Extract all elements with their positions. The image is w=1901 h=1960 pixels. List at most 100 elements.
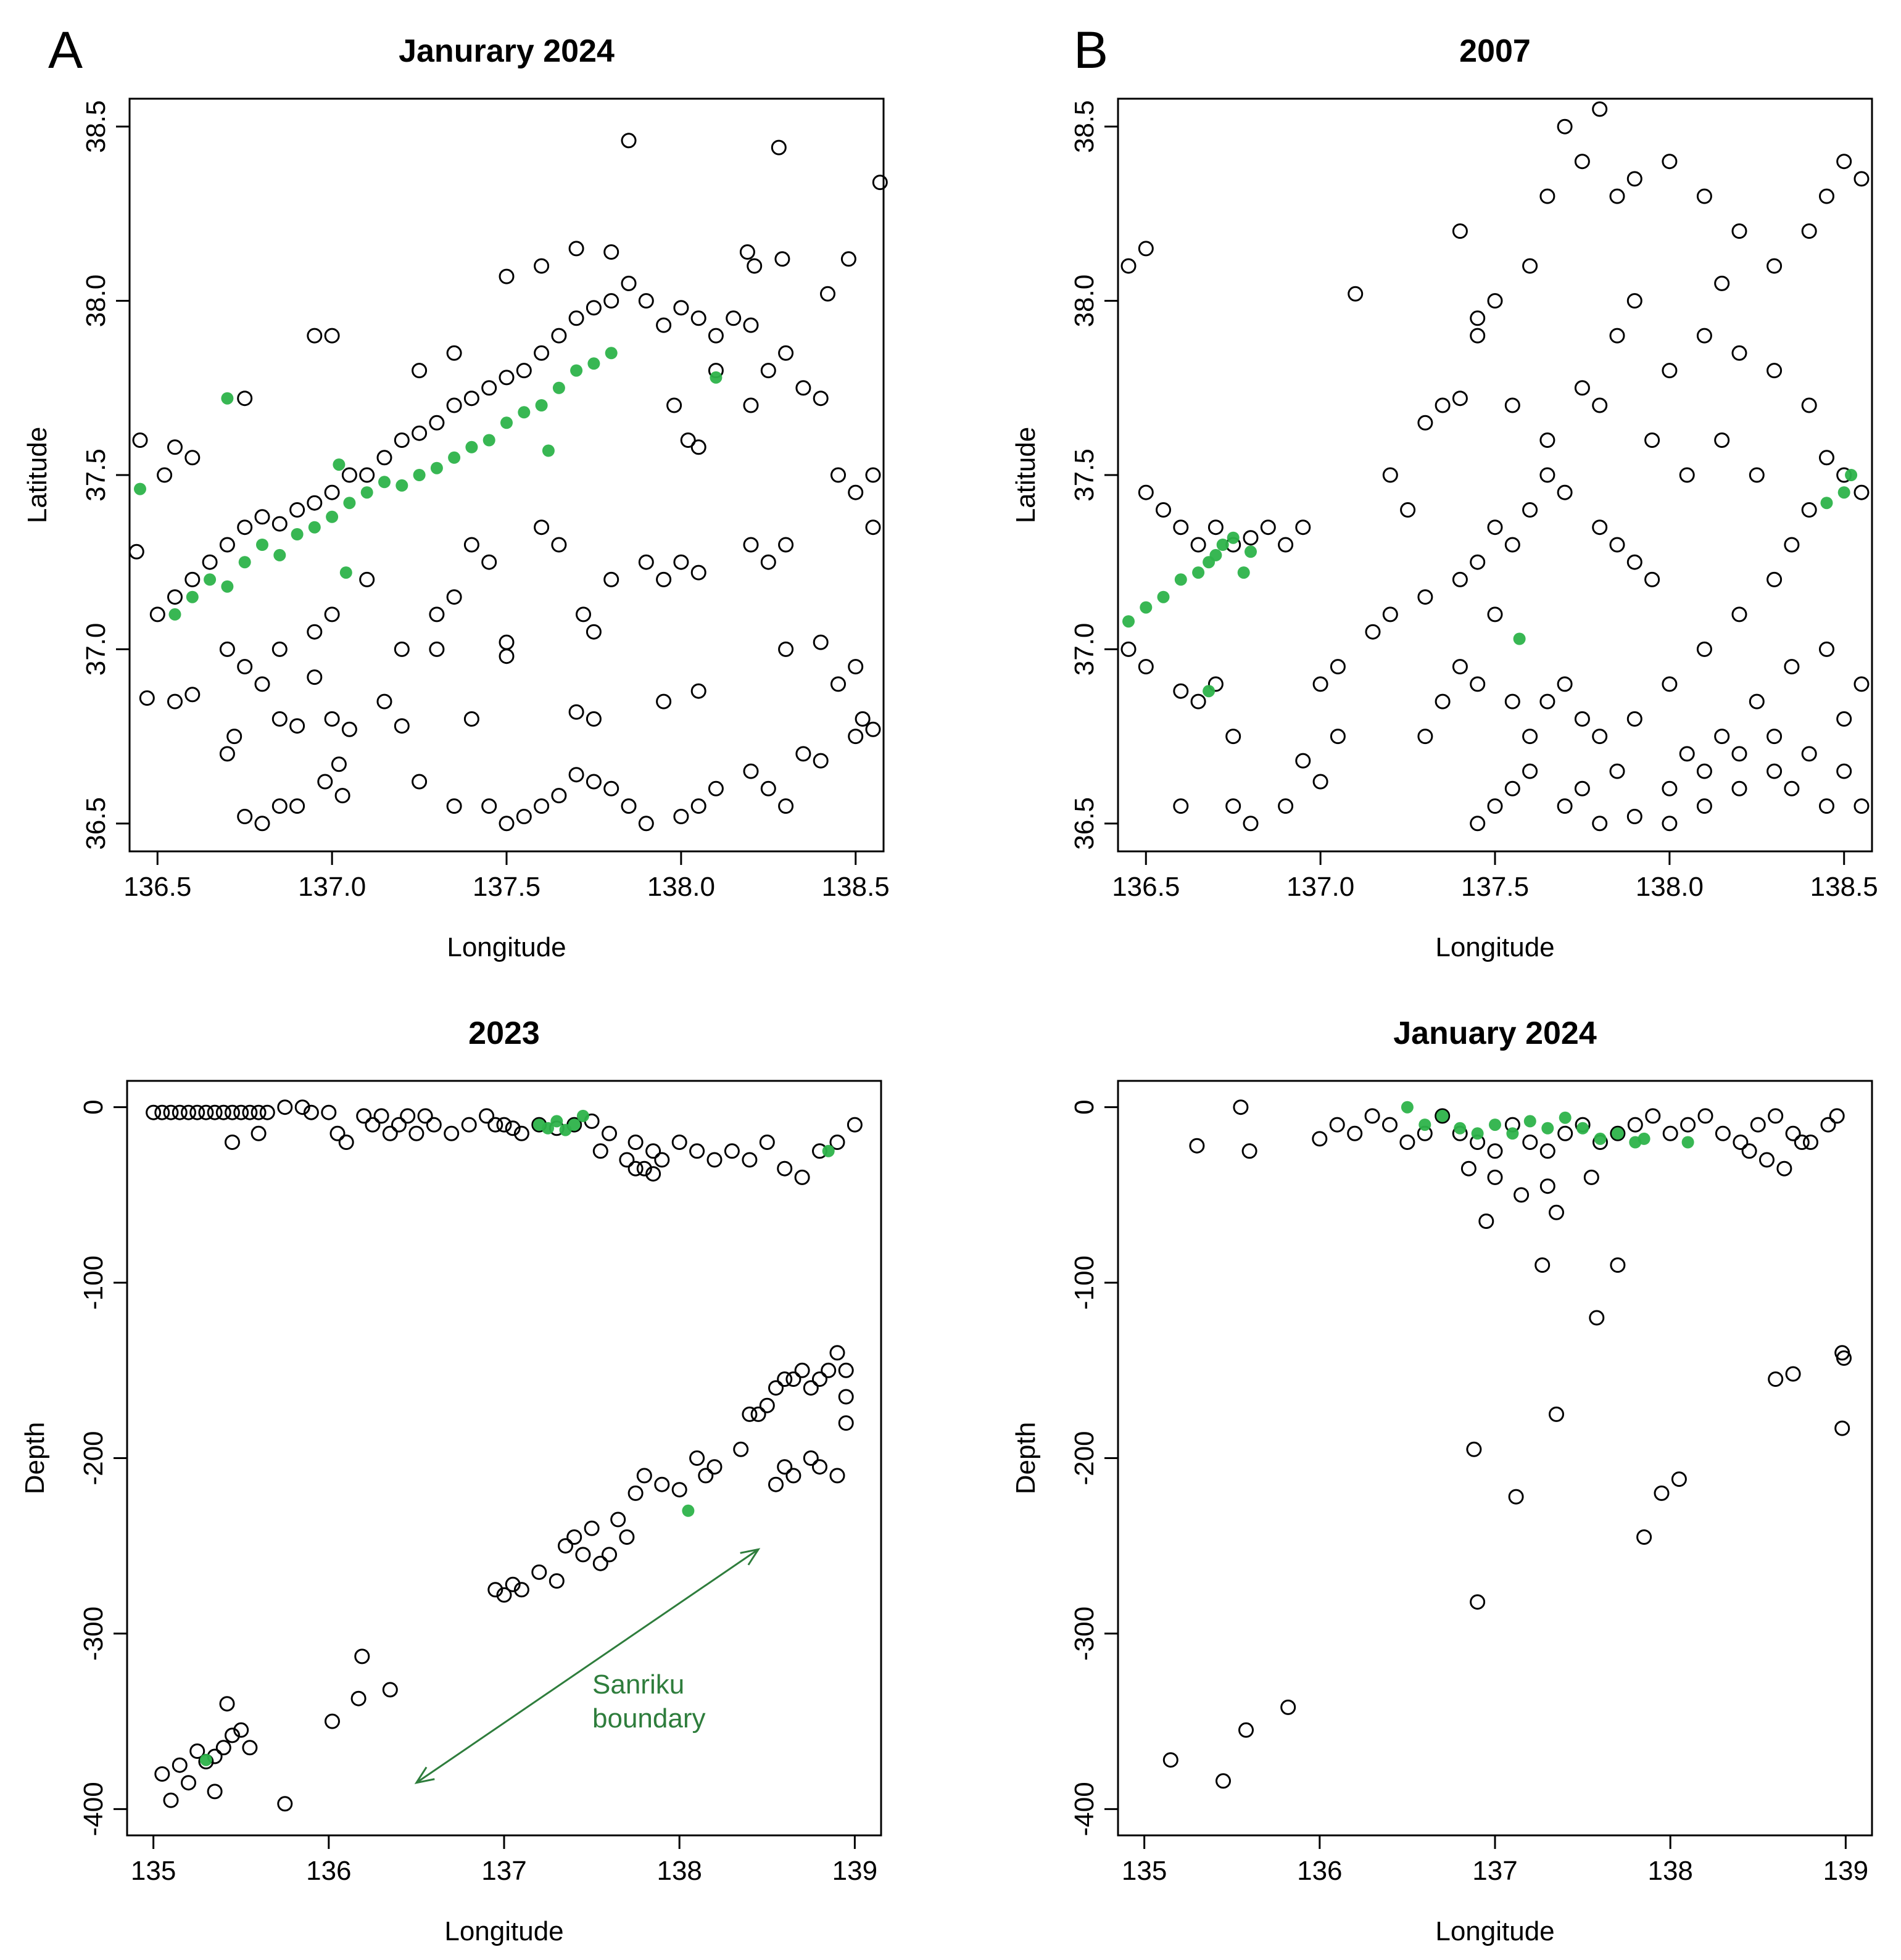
data-point [795,380,811,396]
highlight-point [482,434,495,447]
highlight-point [1638,1132,1650,1145]
data-point [1460,1160,1476,1176]
panel-letter-a: A [48,21,83,79]
data-point [1627,1117,1643,1133]
highlight-point [1471,1127,1484,1140]
data-point [1417,415,1433,431]
data-point [324,711,340,727]
data-point [1759,1152,1775,1168]
data-point [1557,1125,1573,1141]
y-tick-label: 38.0 [1069,275,1100,328]
data-point [813,391,829,407]
data-point [1329,1117,1345,1133]
highlight-point [576,1109,589,1122]
data-point [225,1135,240,1150]
data-point [743,763,759,779]
data-point [341,467,357,483]
data-point [778,641,794,657]
data-point [759,1397,775,1413]
data-point [1466,1441,1482,1457]
data-point [1768,1108,1784,1124]
data-point [149,606,165,622]
highlight-point [1506,1127,1519,1140]
data-point [747,258,763,274]
data-point [1749,467,1765,483]
chart-title: 2007 [1459,33,1531,69]
data-point [163,1104,179,1120]
data-point [812,1459,827,1475]
data-point [429,641,445,657]
data-point [341,721,357,737]
data-point [1609,763,1625,779]
data-point [689,1450,705,1466]
data-point [1417,589,1433,605]
data-point [568,241,584,257]
x-tick-label: 138.5 [1810,872,1878,902]
data-point [1364,1108,1380,1124]
annotation-double-arrow [414,1548,761,1784]
data-point [551,328,567,344]
data-point [242,1104,258,1120]
y-tick-label: -400 [1069,1782,1100,1836]
data-point [743,317,759,333]
data-point [743,397,759,413]
x-tick-label: 137 [481,1856,526,1886]
data-point [479,1108,495,1124]
highlight-point [221,392,234,405]
data-point [1557,118,1573,134]
annotation-label-line2: boundary [592,1703,705,1734]
data-point [1731,223,1747,239]
data-point [132,432,148,448]
data-point [586,711,602,727]
highlight-point [1227,531,1240,544]
data-point [1347,1125,1363,1141]
data-point [760,780,776,796]
highlight-point [221,580,234,593]
data-point [778,537,794,553]
data-point [324,484,340,500]
data-point [1784,537,1800,553]
data-point [666,397,682,413]
data-point [829,1345,845,1361]
data-point [1819,641,1834,657]
data-point [307,669,323,685]
data-point [1487,798,1503,814]
data-point [673,300,689,316]
data-point [487,1582,503,1598]
data-point [1750,1117,1766,1133]
highlight-point [518,406,531,419]
data-point [726,310,742,326]
data-point [739,244,755,260]
data-point [690,310,706,326]
highlight-point [1594,1132,1607,1145]
data-point [373,1108,389,1124]
data-point [1731,746,1747,762]
data-point [376,693,392,709]
data-point [1662,816,1678,832]
highlight-point [1837,486,1850,499]
data-point [568,310,584,326]
data-point [429,415,445,431]
data-point [382,1682,398,1698]
data-point [1696,763,1712,779]
data-point [331,756,347,772]
highlight-point [550,1115,563,1128]
data-point [1557,676,1573,692]
data-point [549,1573,565,1589]
data-point [847,1117,863,1133]
data-point [855,711,871,727]
data-point [338,1135,354,1150]
data-point [638,816,654,832]
data-point [359,571,375,587]
data-point [1766,258,1783,274]
data-point [444,1125,460,1141]
data-point [820,286,835,302]
data-point [1679,746,1695,762]
data-point [1801,746,1817,762]
highlight-point [1419,1119,1431,1131]
data-point [584,1520,600,1536]
highlight-point [552,381,565,394]
data-point [1348,286,1364,302]
data-point [750,1406,766,1422]
data-point [848,729,864,745]
